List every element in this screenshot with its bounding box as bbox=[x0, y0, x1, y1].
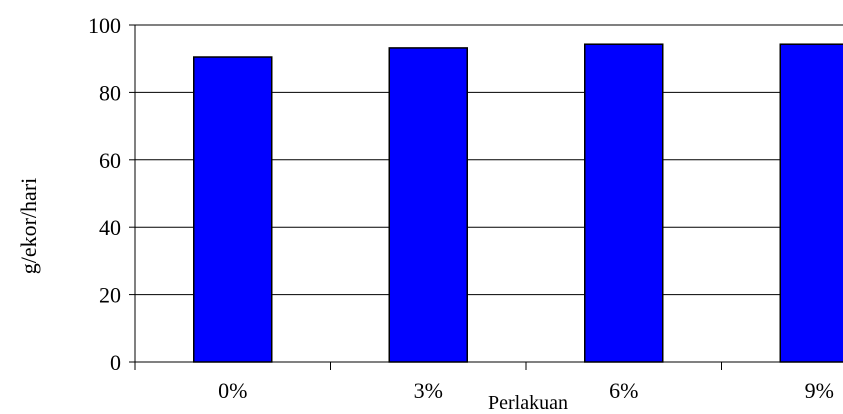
x-tick-label: 6% bbox=[609, 378, 638, 403]
x-tick-label: 9% bbox=[805, 378, 834, 403]
y-tick-label: 20 bbox=[99, 283, 121, 308]
y-tick-label: 40 bbox=[99, 215, 121, 240]
y-tick-labels: 0 20 40 60 80 100 bbox=[88, 13, 121, 375]
bar-9pct bbox=[779, 43, 843, 363]
axes bbox=[129, 24, 843, 370]
bar-0pct bbox=[193, 56, 273, 363]
y-tick-label: 0 bbox=[110, 350, 121, 375]
bar-3pct bbox=[388, 47, 468, 363]
bar-6pct bbox=[584, 43, 664, 363]
x-axis-title: Perlakuan bbox=[488, 392, 568, 414]
y-tick-label: 80 bbox=[99, 80, 121, 105]
x-tick-labels: 0% 3% 6% 9% bbox=[218, 378, 834, 403]
y-tick-label: 60 bbox=[99, 148, 121, 173]
x-tick-label: 0% bbox=[218, 378, 247, 403]
bars bbox=[193, 43, 843, 363]
x-tick-label: 3% bbox=[414, 378, 443, 403]
y-axis-title: g/ekor/hari bbox=[16, 178, 41, 275]
y-tick-label: 100 bbox=[88, 13, 121, 38]
